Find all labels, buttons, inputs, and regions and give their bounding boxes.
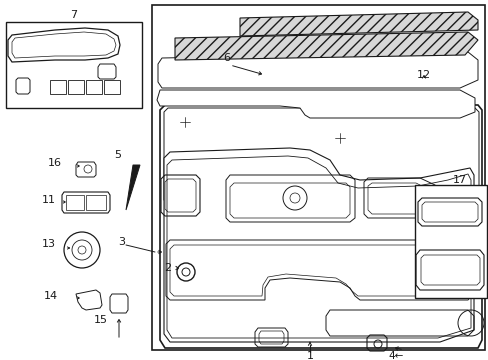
Text: 13: 13 <box>42 239 56 249</box>
Bar <box>50 80 66 94</box>
Text: 3: 3 <box>118 237 125 247</box>
Text: 14: 14 <box>44 291 58 301</box>
Polygon shape <box>8 28 120 62</box>
Bar <box>66 195 84 210</box>
Polygon shape <box>158 52 477 88</box>
Bar <box>104 80 120 94</box>
Text: 6: 6 <box>223 53 230 63</box>
Text: 5: 5 <box>114 150 121 160</box>
Text: 4←: 4← <box>387 351 403 360</box>
Text: 10: 10 <box>126 90 138 100</box>
Polygon shape <box>157 90 474 118</box>
Bar <box>68 80 84 94</box>
Text: 2: 2 <box>164 263 171 273</box>
Polygon shape <box>160 105 481 348</box>
Polygon shape <box>126 165 140 210</box>
Text: 18: 18 <box>465 207 477 217</box>
Bar <box>6 22 142 108</box>
Text: 16: 16 <box>48 158 62 168</box>
Text: 1: 1 <box>306 351 313 360</box>
Text: 15: 15 <box>94 315 108 325</box>
Text: 9: 9 <box>10 92 16 102</box>
Polygon shape <box>240 12 477 36</box>
Text: 12: 12 <box>416 70 430 80</box>
Bar <box>152 5 484 350</box>
Text: 17: 17 <box>452 175 466 185</box>
Text: 11: 11 <box>42 195 56 205</box>
Bar <box>86 195 106 210</box>
Text: 7: 7 <box>70 10 78 20</box>
Polygon shape <box>163 148 473 342</box>
Text: 8: 8 <box>122 57 128 67</box>
Polygon shape <box>175 32 477 60</box>
Bar <box>414 185 486 298</box>
Bar <box>86 80 102 94</box>
